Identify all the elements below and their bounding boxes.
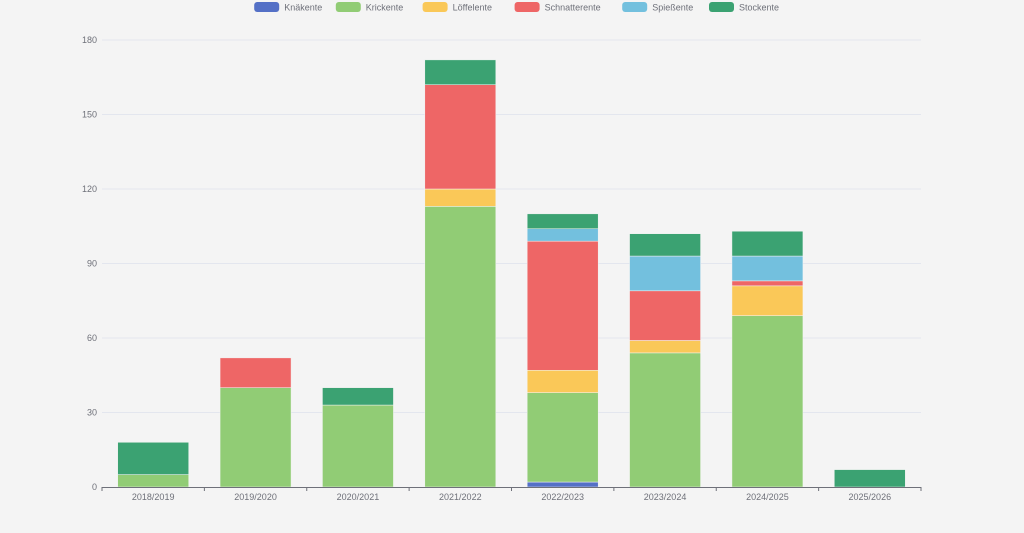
bar-segment-schnatterente[interactable] [629,290,701,341]
bar-segment-löffelente[interactable] [424,188,497,207]
legend-item-schnatterente[interactable]: Schnatterente [514,2,601,13]
bar-segment-krickente[interactable] [322,404,394,488]
legend-label: Krickente [366,3,404,13]
legend-swatch [422,2,448,12]
bar-segment-stockente[interactable] [731,230,804,257]
bar-segment-krickente[interactable] [731,315,804,488]
legend-swatch [622,2,648,12]
legend-item-krickente[interactable]: Krickente [335,2,404,13]
bar-segment-krickente[interactable] [526,392,599,483]
x-tick-label: 2024/2025 [746,492,789,502]
x-tick-label: 2025/2026 [849,492,892,502]
bar-segment-schnatterente[interactable] [424,84,497,190]
y-tick-label: 120 [82,184,97,194]
x-tick-label: 2022/2023 [541,492,584,502]
x-tick-label: 2019/2020 [234,492,277,502]
legend-swatch [254,2,280,12]
y-tick-label: 90 [87,259,97,269]
y-tick-label: 150 [82,110,97,120]
x-tick-label: 2021/2022 [439,492,482,502]
legend-label: Löffelente [453,3,492,13]
legend-item-knäkente[interactable]: Knäkente [254,2,322,13]
bar-segment-krickente[interactable] [117,474,189,488]
bar-segment-stockente[interactable] [424,59,497,85]
legend-label: Stockente [739,3,779,13]
x-tick-label: 2018/2019 [132,492,175,502]
legend-swatch [335,2,361,12]
bar-segment-krickente[interactable] [424,206,497,488]
bar-segment-spießente[interactable] [629,255,701,292]
legend-item-löffelente[interactable]: Löffelente [422,2,492,13]
bars [117,59,906,488]
bar-segment-knäkente[interactable] [526,481,599,488]
bar-segment-löffelente[interactable] [629,340,701,354]
bar-segment-schnatterente[interactable] [731,280,804,287]
y-tick-label: 180 [82,35,97,45]
y-tick-label: 30 [87,408,97,418]
bar-segment-stockente[interactable] [117,442,189,475]
bar-segment-stockente[interactable] [526,213,599,229]
y-tick-label: 60 [87,333,97,343]
bar-segment-krickente[interactable] [219,387,292,488]
legend: Knäkente Krickente Löffelente Schnatterente… [254,2,779,13]
legend-swatch [514,2,540,12]
x-tick-label: 2023/2024 [644,492,687,502]
legend-label: Knäkente [284,3,322,13]
legend-swatch [709,2,734,12]
legend-label: Spießente [652,3,693,13]
y-tick-label: 0 [92,482,97,492]
x-tick-label: 2020/2021 [337,492,380,502]
bar-segment-spießente[interactable] [731,255,804,282]
bar-segment-stockente[interactable] [834,469,906,488]
bar-segment-spießente[interactable] [526,228,599,242]
bar-segment-löffelente[interactable] [526,370,599,393]
x-axis: 2018/2019 2019/2020 2020/2021 2021/2022 2022… [101,487,922,502]
bar-segment-schnatterente[interactable] [526,240,599,371]
legend-label: Schnatterente [545,3,601,13]
bar-segment-krickente[interactable] [629,352,701,488]
bar-segment-stockente[interactable] [322,387,394,406]
legend-item-spießente[interactable]: Spießente [622,2,693,13]
bar-segment-löffelente[interactable] [731,285,804,316]
bar-segment-stockente[interactable] [629,233,701,257]
bar-segment-schnatterente[interactable] [219,357,292,388]
legend-item-stockente[interactable]: Stockente [709,2,779,13]
